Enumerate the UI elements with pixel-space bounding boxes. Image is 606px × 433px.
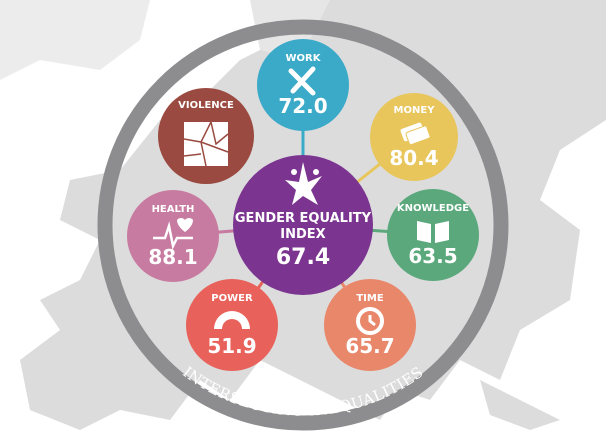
domain-time: TIME 65.7 (324, 279, 416, 371)
domain-value: 88.1 (148, 245, 197, 269)
domain-label: TIME (356, 293, 383, 304)
domain-value: 51.9 (207, 334, 256, 358)
cracked-glass-icon (183, 121, 229, 167)
domain-label: HEALTH (152, 204, 195, 215)
intersecting-inequalities-ring (97, 19, 509, 431)
clock-icon (356, 307, 384, 335)
domain-power: POWER 51.9 (186, 279, 278, 371)
star-people-icon (285, 162, 322, 205)
domain-value: 63.5 (408, 244, 457, 268)
index-label-line1: GENDER EQUALITY (235, 211, 372, 226)
domain-health: HEALTH 88.1 (127, 190, 219, 282)
domain-label: KNOWLEDGE (397, 203, 469, 214)
book-icon (417, 221, 449, 243)
domain-value: 65.7 (345, 334, 394, 358)
domain-work: WORK 72.0 (257, 39, 349, 131)
index-label-line2: INDEX (280, 227, 325, 242)
domain-knowledge: KNOWLEDGE 63.5 (387, 189, 479, 281)
domain-label: POWER (211, 293, 253, 304)
domain-violence: VIOLENCE (158, 88, 254, 184)
index-value: 67.4 (276, 245, 330, 270)
domain-circle (387, 189, 479, 281)
banknotes-icon (400, 122, 431, 146)
parliament-icon (214, 311, 250, 329)
domain-circle (127, 190, 219, 282)
heartbeat-icon (153, 218, 193, 250)
domain-value: 80.4 (389, 146, 438, 170)
domain-circle (324, 279, 416, 371)
domain-value: 72.0 (278, 94, 327, 118)
domain-money: MONEY 80.4 (370, 93, 458, 181)
index-circle: GENDER EQUALITY INDEX 67.4 (233, 155, 373, 295)
wrench-pencil-icon (288, 66, 316, 96)
domain-circle (186, 279, 278, 371)
domain-label: VIOLENCE (178, 100, 234, 111)
domain-label: MONEY (394, 105, 436, 116)
domain-label: WORK (286, 53, 322, 64)
